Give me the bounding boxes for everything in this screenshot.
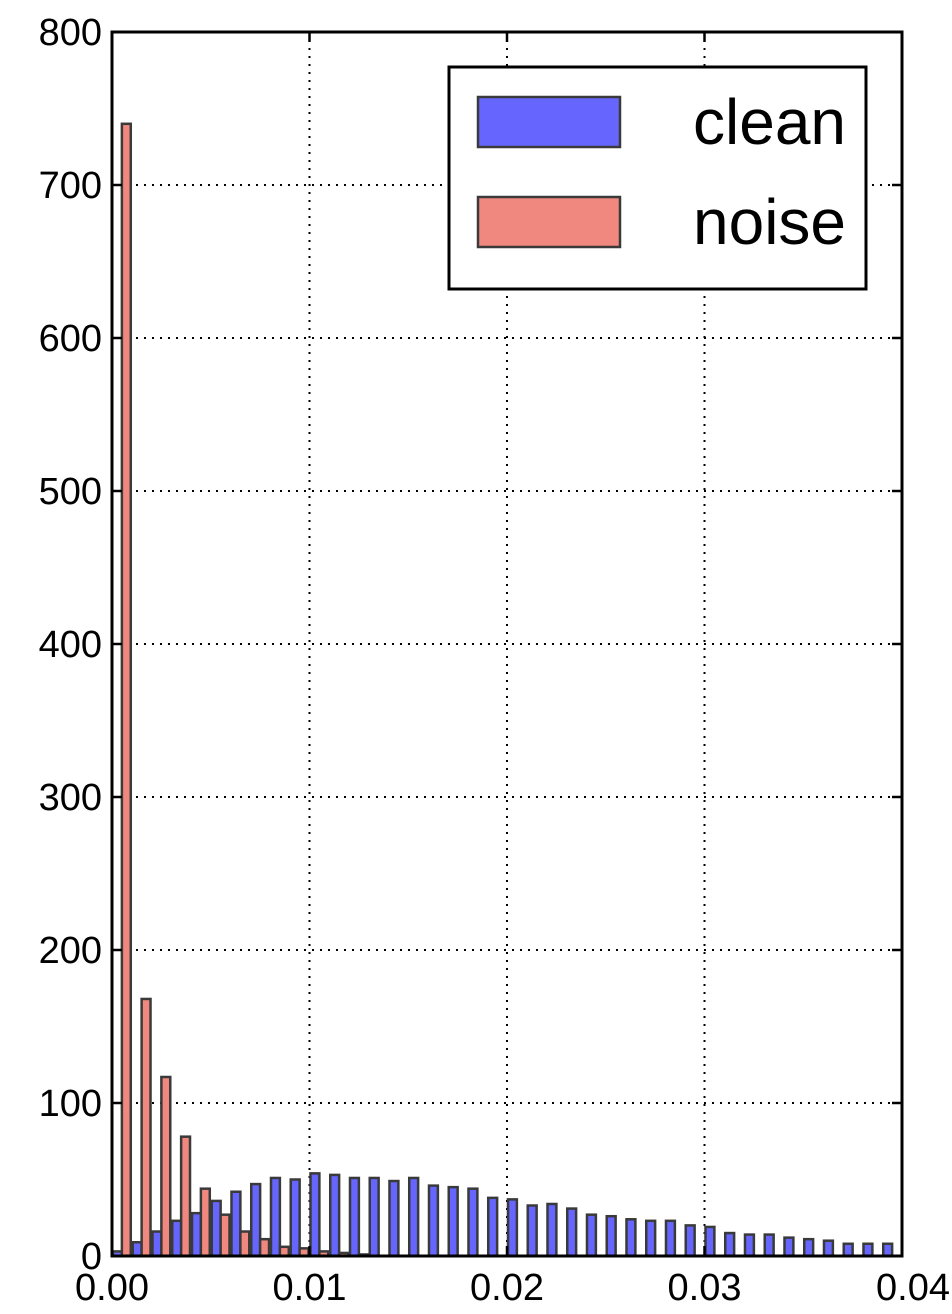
bar-clean [585,1213,598,1258]
bar-clean [289,1178,301,1258]
bar-clean [427,1184,440,1258]
bar-clean [664,1219,677,1258]
bar-clean [723,1231,736,1258]
bar-clean [506,1198,519,1258]
x-tick-label: 0.03 [668,1267,742,1309]
y-tick-label: 400 [39,624,102,666]
bar-clean [743,1233,756,1258]
bar-clean [822,1239,835,1258]
y-tick-label: 300 [39,777,102,819]
bar-noise [179,1135,192,1258]
bar-clean [190,1211,203,1258]
bar-clean [565,1207,578,1258]
x-tick-label: 0.02 [470,1267,544,1309]
bar-noise [140,997,152,1258]
bar-clean [802,1237,815,1258]
bar-clean [348,1176,361,1258]
bar-clean [170,1219,183,1258]
bar-clean [625,1218,637,1258]
bar-clean [328,1173,341,1258]
bar-clean [447,1185,459,1258]
bar-clean [486,1196,499,1258]
y-tick-label: 800 [39,12,102,54]
bar-clean [210,1199,222,1258]
bar-clean [783,1236,795,1258]
bar-clean [249,1182,262,1258]
bar-clean [842,1242,854,1258]
bar-clean [309,1172,321,1258]
bar-clean [151,1230,163,1258]
y-tick-label: 500 [39,471,102,513]
y-tick-label: 200 [39,930,102,972]
bar-noise [120,122,133,1258]
y-tick-label: 0 [81,1236,102,1278]
bar-clean [230,1190,242,1258]
bar-clean [131,1240,143,1258]
bar-clean [407,1176,420,1258]
bar-clean [467,1187,479,1258]
bar-clean [368,1176,380,1258]
bar-noise [160,1075,172,1258]
y-tick-labels: 0 100 200 300 400 500 600 700 800 [39,12,102,1278]
bar-clean [684,1224,696,1258]
legend-label-noise: noise [693,186,846,258]
bars [111,122,894,1258]
bar-clean [881,1242,894,1258]
tick-marks [110,30,904,1258]
bar-clean [862,1242,874,1258]
y-tick-label: 700 [39,165,102,207]
legend-swatch-clean [476,95,622,149]
bar-clean [388,1179,400,1258]
y-tick-label: 100 [39,1083,102,1125]
bar-clean [763,1233,775,1258]
x-tick-label: 0.00 [75,1267,149,1309]
bar-clean [526,1204,538,1258]
bar-clean [644,1219,657,1258]
legend-swatch-noise [476,195,622,249]
bar-clean [546,1202,558,1258]
bar-noise [199,1187,212,1258]
bar-clean [704,1225,716,1258]
x-tick-label: 0.01 [273,1267,347,1309]
bar-clean [269,1176,282,1258]
legend-label-clean: clean [693,86,846,158]
legend: clean noise [447,65,868,291]
bar-noise [219,1213,231,1258]
bar-clean [605,1214,617,1258]
x-tick-labels: 0.00 0.01 0.02 0.03 0.04 [75,1267,950,1309]
y-tick-label: 600 [39,318,102,360]
bar-noise [258,1237,271,1258]
bar-noise [239,1230,251,1258]
x-tick-label: 0.04 [876,1267,950,1309]
